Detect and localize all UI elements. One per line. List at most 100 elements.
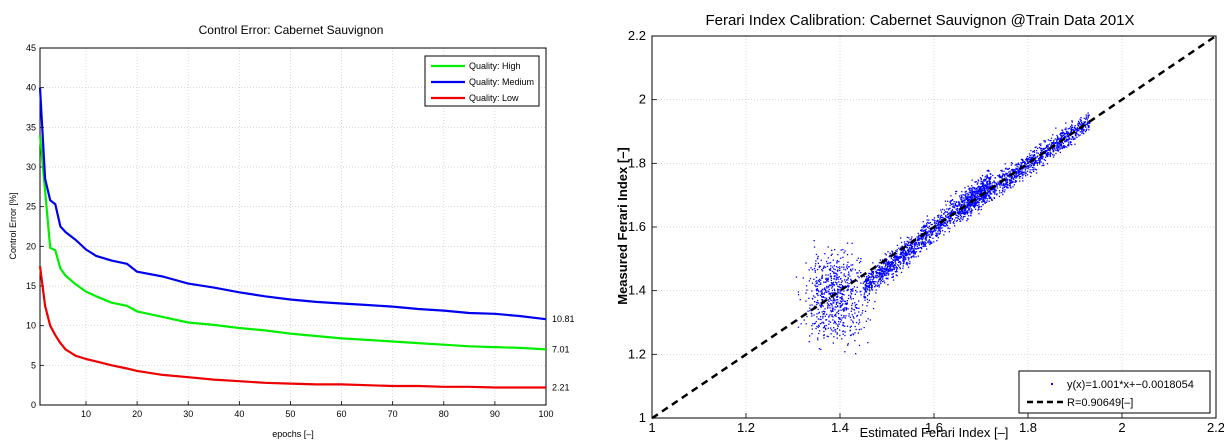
scatter-point bbox=[926, 231, 928, 233]
scatter-point bbox=[889, 262, 891, 264]
scatter-point bbox=[854, 325, 856, 328]
scatter-point bbox=[1059, 139, 1061, 141]
scatter-point bbox=[811, 268, 814, 271]
scatter-point bbox=[827, 327, 829, 329]
scatter-point bbox=[944, 220, 947, 222]
scatter-point bbox=[837, 310, 839, 313]
scatter-point bbox=[1060, 138, 1062, 140]
scatter-point bbox=[868, 299, 870, 302]
scatter-point bbox=[885, 268, 887, 270]
scatter-point bbox=[974, 190, 977, 192]
scatter-point bbox=[1064, 128, 1066, 130]
scatter-point bbox=[885, 254, 887, 256]
scatter-point bbox=[1020, 170, 1022, 173]
scatter-point bbox=[824, 308, 826, 310]
scatter-point bbox=[1005, 172, 1007, 174]
scatter-point bbox=[951, 199, 953, 201]
scatter-point bbox=[830, 327, 832, 329]
scatter-point bbox=[1024, 171, 1027, 173]
scatter-point bbox=[1041, 158, 1043, 160]
scatter-point bbox=[1027, 162, 1029, 165]
scatter-point bbox=[1078, 122, 1080, 124]
scatter-point bbox=[956, 219, 958, 222]
scatter-point bbox=[825, 274, 827, 276]
scatter-point bbox=[826, 291, 828, 293]
scatter-point bbox=[980, 181, 982, 183]
scatter-point bbox=[1042, 148, 1044, 150]
scatter-point bbox=[858, 300, 860, 302]
left-end-label: 2.21 bbox=[552, 382, 570, 392]
scatter-point bbox=[865, 278, 868, 280]
scatter-point bbox=[943, 217, 945, 220]
scatter-point bbox=[1017, 173, 1019, 175]
scatter-point bbox=[906, 247, 909, 249]
scatter-point bbox=[1017, 169, 1020, 171]
scatter-point bbox=[824, 288, 826, 291]
scatter-point bbox=[1013, 168, 1015, 171]
scatter-point bbox=[830, 309, 832, 312]
scatter-point bbox=[979, 190, 981, 192]
scatter-point bbox=[831, 270, 833, 273]
scatter-point bbox=[849, 296, 852, 299]
scatter-point bbox=[824, 281, 826, 283]
scatter-point bbox=[1078, 129, 1080, 132]
scatter-point bbox=[1085, 116, 1087, 118]
scatter-point bbox=[856, 291, 858, 293]
scatter-point bbox=[896, 255, 899, 258]
scatter-point bbox=[823, 311, 826, 313]
scatter-point bbox=[895, 274, 897, 276]
scatter-point bbox=[978, 208, 980, 210]
scatter-point bbox=[1038, 143, 1041, 145]
scatter-point bbox=[970, 195, 973, 197]
scatter-point bbox=[968, 201, 970, 203]
scatter-point bbox=[935, 222, 938, 225]
scatter-point bbox=[937, 216, 939, 218]
scatter-point bbox=[847, 289, 849, 291]
scatter-point bbox=[893, 267, 896, 269]
scatter-point bbox=[951, 199, 954, 201]
scatter-point bbox=[948, 212, 950, 214]
scatter-point bbox=[843, 330, 845, 332]
scatter-point bbox=[969, 206, 971, 208]
scatter-point bbox=[883, 269, 885, 271]
scatter-point bbox=[864, 287, 866, 289]
scatter-point bbox=[978, 204, 980, 206]
scatter-point bbox=[811, 315, 813, 317]
scatter-point bbox=[867, 286, 869, 288]
scatter-point bbox=[1084, 124, 1087, 126]
scatter-point bbox=[960, 200, 963, 202]
scatter-point bbox=[1049, 143, 1051, 145]
scatter-point bbox=[1060, 142, 1062, 145]
scatter-point bbox=[982, 180, 985, 182]
scatter-point bbox=[840, 297, 842, 300]
scatter-point bbox=[927, 232, 929, 234]
scatter-point bbox=[924, 235, 926, 237]
scatter-point bbox=[959, 204, 961, 206]
scatter-point bbox=[828, 284, 830, 286]
scatter-point bbox=[850, 288, 852, 291]
scatter-point bbox=[915, 256, 917, 258]
scatter-point bbox=[950, 200, 952, 202]
scatter-point bbox=[967, 194, 969, 196]
scatter-point bbox=[867, 277, 870, 279]
scatter-point bbox=[869, 319, 871, 321]
scatter-point bbox=[811, 304, 813, 306]
left-y-tick-label: 10 bbox=[26, 321, 36, 331]
scatter-point bbox=[1014, 164, 1016, 166]
scatter-point bbox=[835, 323, 837, 325]
left-y-tick-label: 20 bbox=[26, 241, 36, 251]
scatter-point bbox=[939, 224, 941, 226]
scatter-point bbox=[938, 220, 940, 222]
scatter-point bbox=[1006, 185, 1008, 187]
scatter-point bbox=[969, 199, 971, 201]
scatter-point bbox=[819, 318, 821, 320]
scatter-point bbox=[928, 219, 930, 221]
scatter-point bbox=[1009, 176, 1011, 178]
scatter-point bbox=[926, 248, 928, 250]
scatter-point bbox=[869, 286, 871, 289]
scatter-point bbox=[818, 330, 821, 332]
scatter-point bbox=[1003, 183, 1005, 185]
scatter-point bbox=[1058, 138, 1060, 141]
scatter-point bbox=[913, 256, 915, 258]
scatter-point bbox=[910, 247, 913, 249]
